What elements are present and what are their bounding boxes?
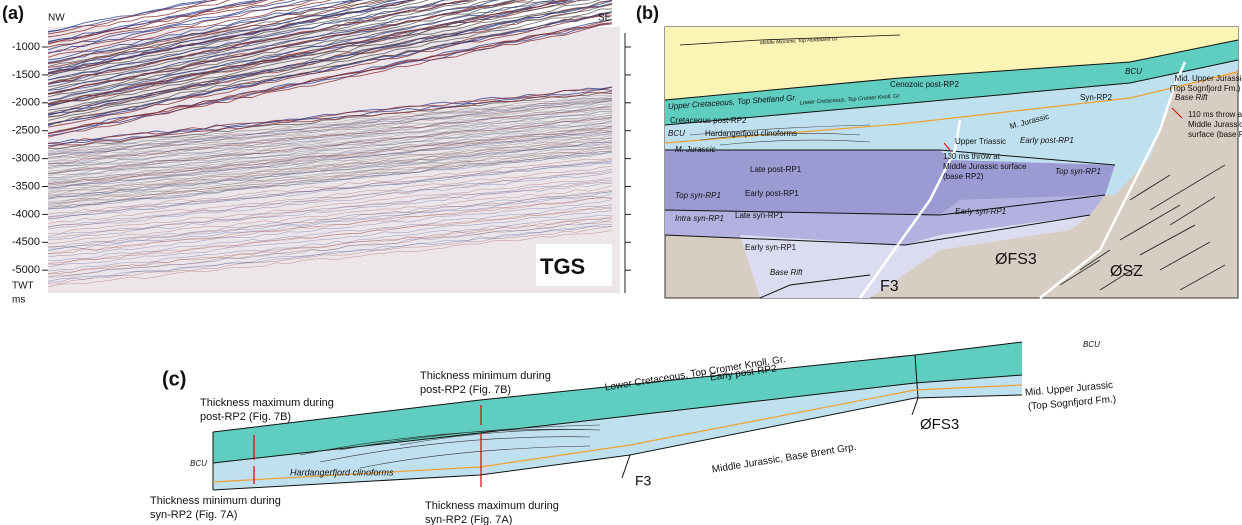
label: ØFS3 bbox=[995, 251, 1037, 268]
label: M. Jurassic bbox=[675, 145, 715, 154]
fault bbox=[622, 455, 630, 478]
label: Middle Jurassic surface bbox=[943, 162, 1027, 171]
label: Hardangerfjord clinoforms bbox=[290, 467, 394, 477]
panel-label: (c) bbox=[162, 368, 186, 390]
label: Intra syn-RP1 bbox=[675, 214, 724, 223]
label: Cretaceous post-RP2 bbox=[670, 116, 747, 125]
label: Upper Triassic bbox=[955, 137, 1006, 146]
label: Thickness minimum during bbox=[420, 370, 551, 382]
depth-tick-label: -3000 bbox=[12, 153, 40, 165]
panel-label: (b) bbox=[636, 3, 659, 23]
depth-tick-label: -4500 bbox=[12, 236, 40, 248]
depth-tick-label: -2000 bbox=[12, 97, 40, 109]
label: Thickness minimum during bbox=[150, 495, 281, 507]
label: Thickness maximum during bbox=[425, 500, 559, 512]
label: BCU bbox=[1125, 67, 1142, 76]
label: Late post-RP1 bbox=[750, 165, 802, 174]
logo: TGS bbox=[540, 254, 585, 279]
axis-title: TWT bbox=[12, 281, 34, 292]
label: Base Rift bbox=[1175, 93, 1208, 102]
depth-tick-label: -5000 bbox=[12, 264, 40, 276]
label: Early post-RP1 bbox=[745, 189, 799, 198]
label: (Top Sognfjord Fm.) bbox=[1170, 84, 1241, 93]
figure: (a) NW SE -1000 -1500 -2000 -2500 -3000 -3500 -40… bbox=[0, 0, 1242, 525]
label: Cenozoic post-RP2 bbox=[890, 80, 959, 89]
label: Hardangerfjord clinoforms bbox=[705, 129, 797, 138]
label: F3 bbox=[635, 473, 652, 489]
label: Top syn-RP1 bbox=[1055, 167, 1101, 176]
label: Middle Jurassic, Base Brent Grp. bbox=[711, 442, 857, 476]
label: Early syn-RP1 bbox=[745, 243, 797, 252]
panel-label: (a) bbox=[2, 3, 24, 23]
label: F3 bbox=[880, 278, 899, 295]
label: syn-RP2 (Fig. 7A) bbox=[425, 514, 512, 525]
depth-tick-label: -4000 bbox=[12, 208, 40, 220]
axis-unit: ms bbox=[12, 295, 25, 306]
label: BCU bbox=[668, 129, 685, 138]
label: ØFS3 bbox=[920, 416, 959, 433]
label: Top syn-RP1 bbox=[675, 191, 721, 200]
label: (base RP2) bbox=[943, 172, 984, 181]
label: Late syn-RP1 bbox=[735, 211, 784, 220]
direction-label: NW bbox=[48, 13, 65, 24]
label: ØSZ bbox=[1110, 263, 1143, 280]
label: post-RP2 (Fig. 7B) bbox=[200, 411, 291, 423]
label: syn-RP2 (Fig. 7A) bbox=[150, 509, 237, 521]
label: Base Rift bbox=[770, 268, 803, 277]
label: 130 ms throw at bbox=[943, 152, 1001, 161]
depth-tick-label: -1000 bbox=[12, 41, 40, 53]
label: post-RP2 (Fig. 7B) bbox=[420, 384, 511, 396]
depth-tick-label: -3500 bbox=[12, 180, 40, 192]
label: BCU bbox=[1083, 340, 1100, 349]
depth-tick-label: -1500 bbox=[12, 69, 40, 81]
label: Mid. Upper Jurassic bbox=[1175, 74, 1242, 83]
depth-tick-label: -2500 bbox=[12, 125, 40, 137]
direction-label: SE bbox=[598, 13, 612, 24]
label: 110 ms throw at bbox=[1188, 110, 1242, 119]
label: Syn-RP2 bbox=[1080, 93, 1113, 102]
label: Middle Jurassic bbox=[1188, 120, 1242, 129]
label: Early post-RP1 bbox=[1020, 136, 1074, 145]
label: Early syn-RP1 bbox=[955, 207, 1006, 216]
label: surface (base RP2) bbox=[1188, 130, 1242, 139]
label: BCU bbox=[190, 459, 207, 468]
label: Thickness maximum during bbox=[200, 397, 334, 409]
